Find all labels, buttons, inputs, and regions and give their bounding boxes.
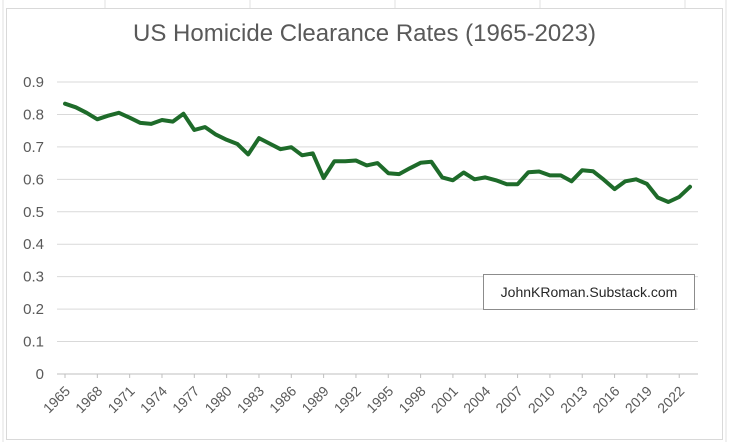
x-tick-label: 1992 [331,383,364,416]
x-tick-label: 2016 [589,383,622,416]
watermark-textbox[interactable]: JohnKRoman.Substack.com [483,274,695,310]
y-tick-label: 0.4 [23,236,44,253]
x-tick-label: 1974 [137,383,170,416]
chart-title: US Homicide Clearance Rates (1965-2023) [133,20,596,47]
y-tick-label: 0.9 [23,74,44,91]
y-tick-label: 0.1 [23,334,44,351]
x-tick-label: 2010 [525,383,558,416]
y-tick-label: 0.6 [23,171,44,188]
x-tick-label: 1977 [169,383,202,416]
x-tick-label: 1983 [234,383,267,416]
x-tick-label: 2001 [428,383,461,416]
y-tick-label: 0.8 [23,106,44,123]
y-tick-label: 0.5 [23,204,44,221]
series-line [63,101,692,204]
x-tick-label: 1980 [201,383,234,416]
x-tick-label: 2007 [492,383,525,416]
x-tick-label: 1986 [266,383,299,416]
x-tick-label: 1998 [395,383,428,416]
x-tick-label: 1989 [298,383,331,416]
x-tick-label: 1995 [363,383,396,416]
x-tick-label: 1965 [40,383,73,416]
x-tick-label: 1971 [104,383,137,416]
y-tick-label: 0 [36,366,44,383]
x-tick-label: 2013 [557,383,590,416]
y-tick-label: 0.3 [23,269,44,286]
y-tick-label: 0.2 [23,301,44,318]
x-tick-label: 2019 [622,383,655,416]
x-tick-label: 1968 [72,383,105,416]
chart-area[interactable] [6,8,723,440]
x-tick-label: 2022 [654,383,687,416]
x-tick-label: 2004 [460,383,493,416]
y-tick-label: 0.7 [23,139,44,156]
